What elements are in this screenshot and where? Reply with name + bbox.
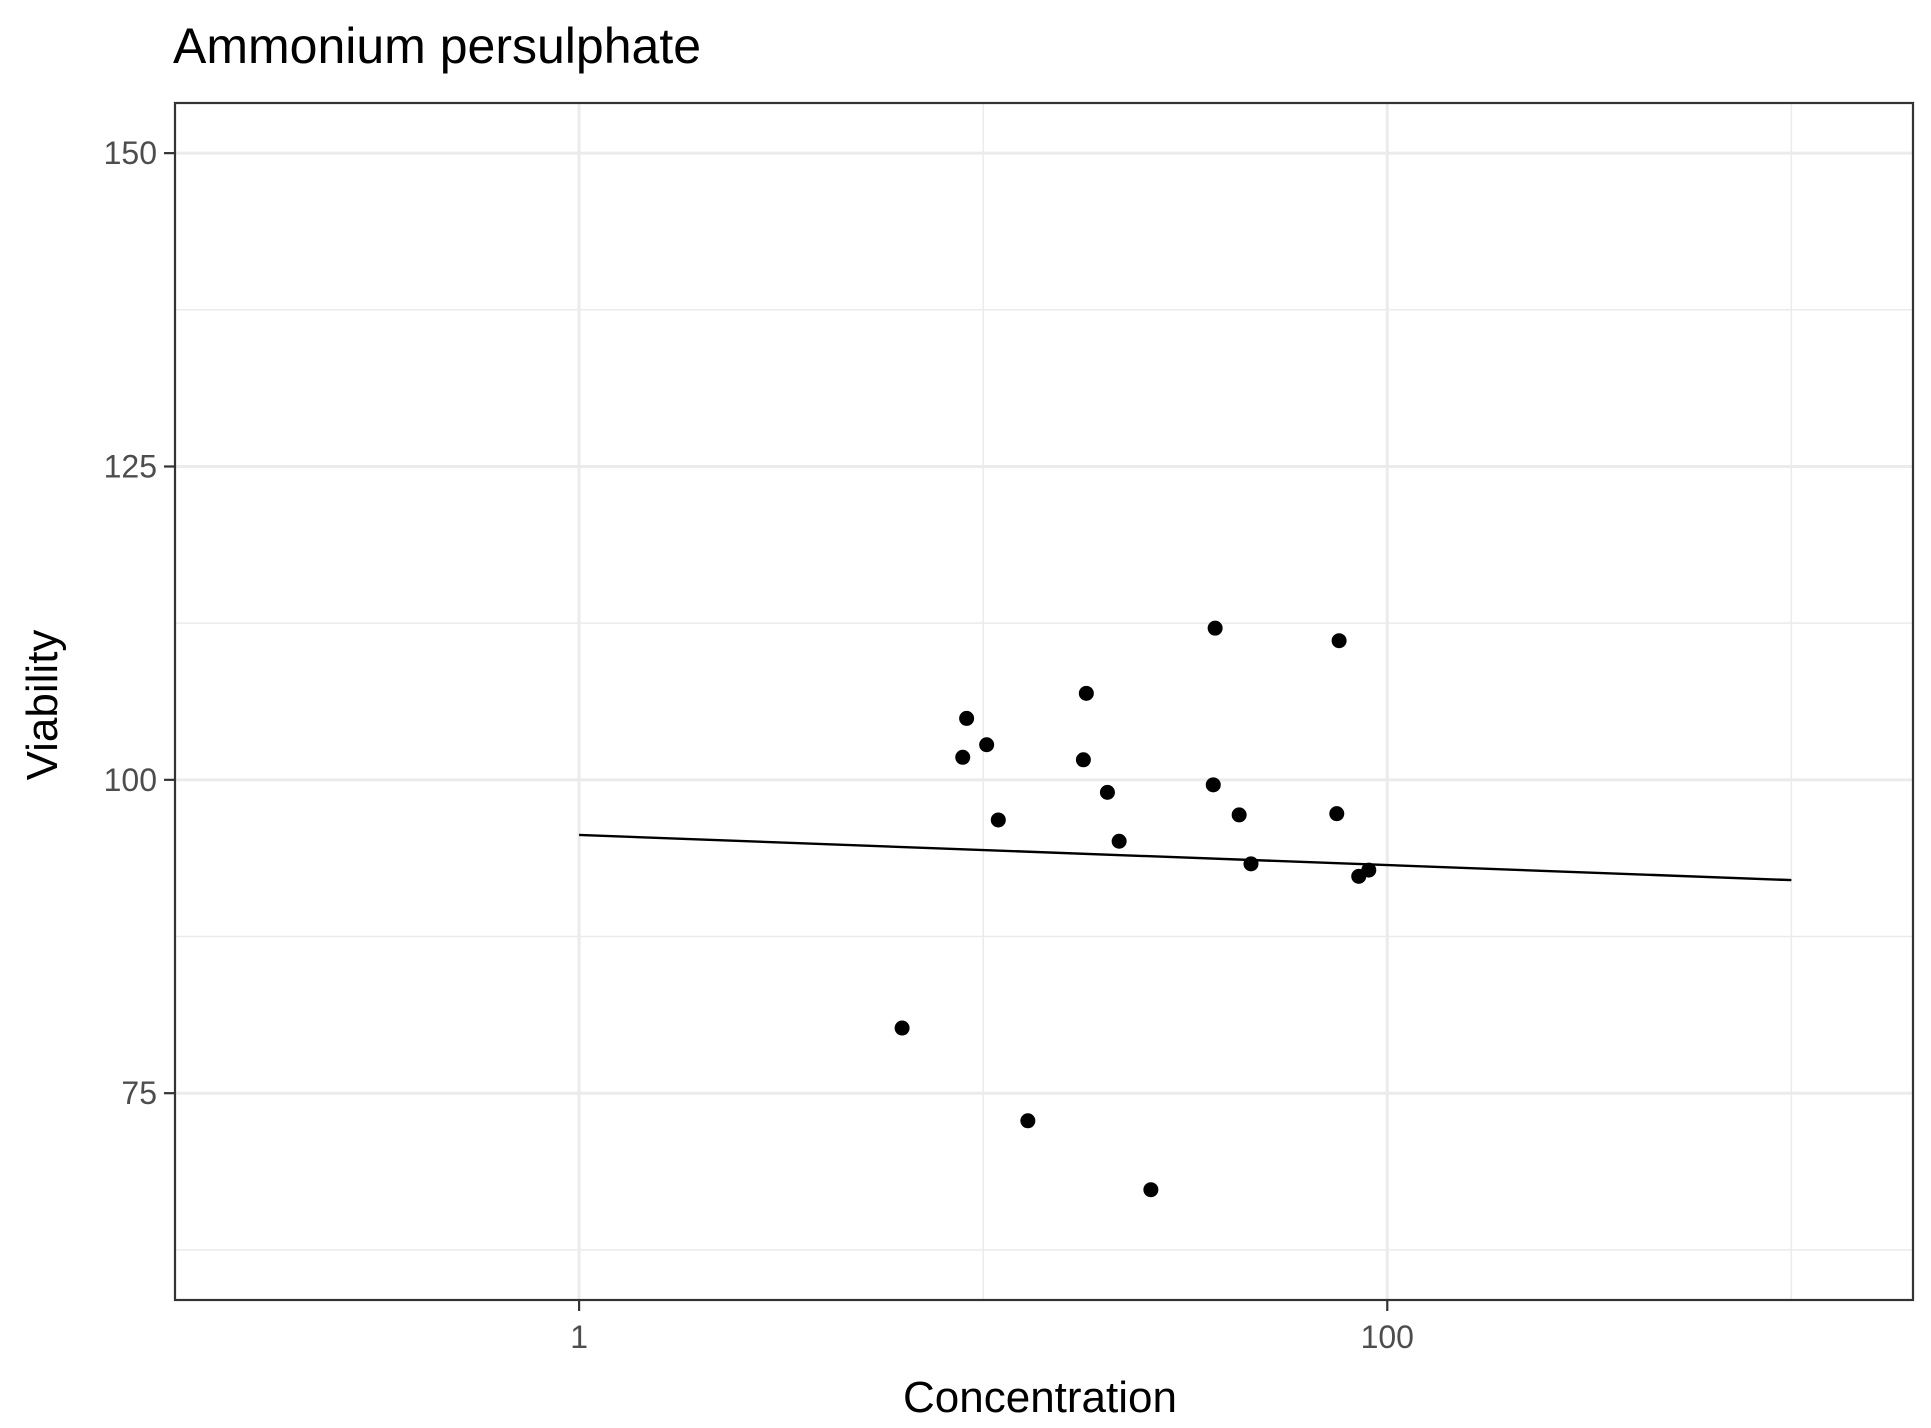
x-tick-label: 100: [1361, 1319, 1414, 1355]
data-point: [1020, 1113, 1036, 1129]
data-point: [1331, 633, 1347, 649]
minor-grid: [174, 103, 1913, 1300]
major-grid: [175, 103, 1913, 1300]
data-point: [990, 812, 1006, 828]
data-point: [959, 710, 975, 726]
data-point: [1329, 806, 1345, 822]
y-axis: 75 100 125 150: [104, 135, 175, 1111]
data-point: [1078, 685, 1094, 701]
y-axis-title: Viability: [18, 630, 67, 781]
data-point: [979, 737, 995, 753]
data-point: [1143, 1182, 1159, 1198]
fit-line: [579, 833, 1792, 882]
data-point: [1361, 862, 1377, 878]
data-points: [894, 620, 1377, 1198]
fit-line-layer: [579, 833, 1792, 882]
chart-title: Ammonium persulphate: [173, 18, 701, 74]
data-point: [1205, 777, 1221, 793]
data-point: [1111, 833, 1127, 849]
data-point: [1207, 620, 1223, 636]
x-axis-title: Concentration: [903, 1373, 1177, 1422]
x-axis: 1 100: [570, 1300, 1414, 1355]
y-tick-label: 75: [121, 1075, 157, 1111]
data-point: [955, 749, 971, 765]
y-tick-label: 150: [104, 135, 157, 171]
data-point: [1075, 752, 1091, 768]
data-point: [1099, 784, 1115, 800]
y-tick-label: 125: [104, 448, 157, 484]
data-point: [1243, 856, 1259, 872]
plot-panel-border: [173, 101, 1915, 1302]
y-tick-label: 100: [104, 762, 157, 798]
data-point: [894, 1020, 910, 1036]
x-tick-label: 1: [570, 1319, 588, 1355]
data-point: [1231, 807, 1247, 823]
